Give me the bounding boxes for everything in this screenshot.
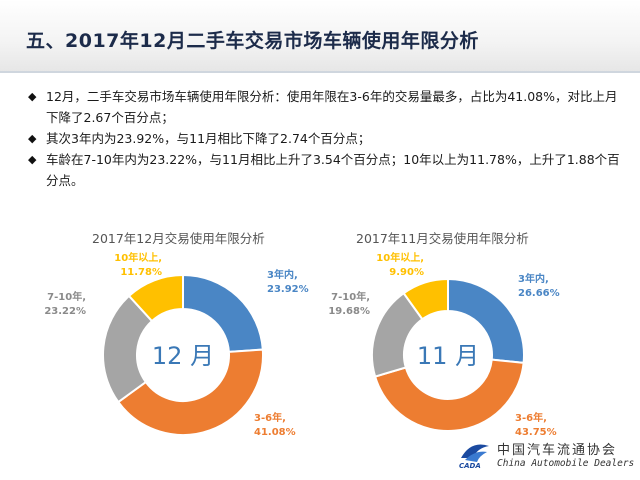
slice-value-label: 11.78% bbox=[120, 267, 162, 278]
bullet-item: ◆ 12月，二手车交易市场车辆使用年限分析：使用年限在3-6年的交易量最多，占比… bbox=[28, 86, 628, 128]
slice-value-label: 43.75% bbox=[515, 427, 557, 438]
bullet-list: ◆ 12月，二手车交易市场车辆使用年限分析：使用年限在3-6年的交易量最多，占比… bbox=[28, 86, 628, 191]
donut-slice-0-3 bbox=[127, 273, 184, 323]
slice-category-label: 3-6年, bbox=[515, 411, 547, 424]
cada-logo: CADA 中国汽车流通协会 China Automobile Dealers bbox=[457, 436, 635, 476]
slice-category-label: 10年以上, bbox=[114, 251, 162, 264]
slice-label-0-3: 10年以上, 11.78% bbox=[114, 251, 162, 278]
slice-category-label: 3-6年, bbox=[254, 411, 286, 424]
donut-slice-1-3 bbox=[402, 277, 449, 321]
bullet-text: 其次3年内为23.92%，与11月相比下降了2.74个百分点； bbox=[46, 131, 371, 146]
slice-category-label: 7-10年, bbox=[47, 290, 86, 303]
diamond-bullet-icon: ◆ bbox=[28, 153, 37, 166]
cada-mark-text: CADA bbox=[459, 462, 481, 470]
slice-label-1-0: 3年内, 26.66% bbox=[518, 272, 560, 299]
slice-category-label: 3年内, bbox=[267, 268, 298, 281]
slice-category-label: 10年以上, bbox=[376, 251, 424, 264]
slice-label-1-2: 7-10年, 19.68% bbox=[328, 290, 370, 317]
slice-value-label: 41.08% bbox=[254, 427, 296, 438]
bullet-item: ◆ 其次3年内为23.92%，与11月相比下降了2.74个百分点； bbox=[28, 128, 628, 149]
diamond-bullet-icon: ◆ bbox=[28, 132, 37, 145]
chart-title-november: 2017年11月交易使用年限分析 bbox=[356, 231, 529, 246]
title-divider bbox=[0, 71, 640, 73]
slice-label-1-1: 3-6年, 43.75% bbox=[515, 411, 557, 438]
slice-category-label: 7-10年, bbox=[331, 290, 370, 303]
page-title: 五、2017年12月二手车交易市场车辆使用年限分析 bbox=[26, 30, 479, 52]
title-bar bbox=[0, 0, 640, 72]
chart-title-december: 2017年12月交易使用年限分析 bbox=[92, 231, 265, 246]
bullet-item: ◆ 车龄在7-10年内为23.22%，与11月相比上升了3.54个百分点；10年… bbox=[28, 149, 628, 191]
diamond-bullet-icon: ◆ bbox=[28, 90, 37, 103]
donut-slice-1-1 bbox=[373, 358, 525, 432]
logo-chinese-name: 中国汽车流通协会 bbox=[497, 443, 618, 458]
bullet-text: 12月，二手车交易市场车辆使用年限分析：使用年限在3-6年的交易量最多，占比为4… bbox=[46, 89, 618, 125]
slice-value-label: 9.90% bbox=[389, 267, 424, 278]
slice-category-label: 3年内, bbox=[518, 272, 549, 285]
donut-center-label: 12 月 bbox=[152, 342, 214, 370]
logo-english-name: China Automobile Dealers bbox=[497, 458, 635, 469]
slice-value-label: 26.66% bbox=[518, 288, 560, 299]
donut-center-label: 11 月 bbox=[417, 342, 479, 370]
slice-label-1-3: 10年以上, 9.90% bbox=[376, 251, 424, 278]
donut-slice-0-1 bbox=[116, 348, 264, 436]
slice-label-0-0: 3年内, 23.92% bbox=[267, 268, 309, 295]
slice-label-0-2: 7-10年, 23.22% bbox=[44, 290, 86, 317]
slice-value-label: 19.68% bbox=[328, 306, 370, 317]
slice-value-label: 23.92% bbox=[267, 284, 309, 295]
slice-label-0-1: 3-6年, 41.08% bbox=[254, 411, 296, 438]
cada-emblem-icon bbox=[461, 444, 489, 462]
slice-value-label: 23.22% bbox=[44, 306, 86, 317]
bullet-text: 车龄在7-10年内为23.22%，与11月相比上升了3.54个百分点；10年以上… bbox=[46, 152, 620, 188]
